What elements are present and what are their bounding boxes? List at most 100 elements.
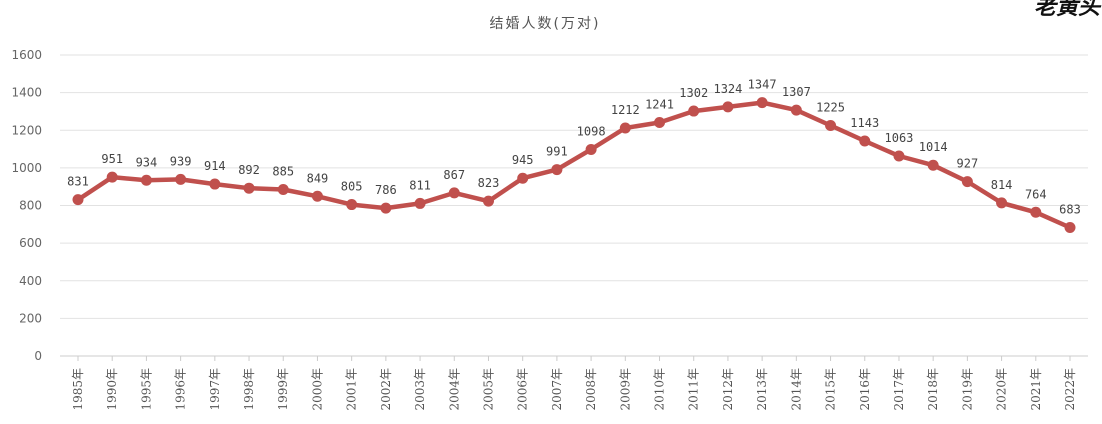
data-point: [1030, 206, 1042, 218]
x-tick-label: 2006年: [516, 368, 530, 411]
data-point: [346, 199, 358, 211]
data-point: [585, 143, 597, 155]
y-tick-label: 1000: [11, 161, 42, 175]
data-point: [414, 197, 426, 209]
data-label: 1241: [645, 98, 674, 112]
x-tick-label: 2001年: [345, 368, 359, 411]
data-point: [790, 104, 802, 116]
data-label: 823: [478, 176, 500, 190]
data-point: [140, 174, 152, 186]
data-point: [961, 176, 973, 188]
data-point: [996, 197, 1008, 209]
data-point: [1064, 222, 1076, 234]
x-tick-label: 1985年: [71, 368, 85, 411]
data-point: [482, 195, 494, 207]
data-label: 914: [204, 159, 226, 173]
y-tick-label: 1600: [11, 48, 42, 62]
x-tick-label: 2004年: [447, 368, 461, 411]
data-label: 683: [1059, 203, 1081, 217]
x-tick-label: 1995年: [139, 368, 153, 411]
x-tick-label: 2011年: [687, 368, 701, 411]
data-point: [893, 150, 905, 162]
x-tick-label: 2016年: [858, 368, 872, 411]
data-label: 831: [67, 175, 89, 189]
data-point: [756, 97, 768, 109]
data-label: 1225: [816, 101, 845, 115]
data-label: 786: [375, 183, 397, 197]
data-point: [722, 101, 734, 113]
data-point: [209, 178, 221, 190]
x-tick-label: 1996年: [174, 368, 188, 411]
data-label: 814: [991, 178, 1013, 192]
gridlines: [60, 54, 1088, 319]
y-tick-label: 1200: [11, 123, 42, 137]
x-tick-label: 2019年: [960, 368, 974, 411]
data-point: [927, 159, 939, 171]
data-point: [551, 164, 563, 176]
data-point: [72, 194, 84, 206]
x-axis: 1985年 1990年 1995年 1996年 1997年 1998年 1999年 2000年…: [60, 355, 1088, 411]
data-point: [106, 171, 118, 183]
x-tick-label: 2020年: [995, 368, 1009, 411]
x-tick-label: 1990年: [105, 368, 119, 411]
x-tick-label: 2002年: [379, 368, 393, 411]
data-label: 945: [512, 153, 534, 167]
data-point: [277, 184, 289, 196]
data-label: 1302: [679, 86, 708, 100]
data-label: 1212: [611, 103, 640, 117]
x-tick-label: 2013年: [755, 368, 769, 411]
data-label: 867: [443, 168, 465, 182]
data-point: [688, 105, 700, 117]
x-tick-label: 2000年: [310, 368, 324, 411]
data-labels: 831 951 934 939 914 892 885 849 805 786 811 867 823 9…: [67, 78, 1081, 217]
data-point: [311, 190, 323, 202]
y-tick-label: 1400: [11, 86, 42, 100]
series-layer: [72, 97, 1076, 234]
data-label: 1324: [713, 82, 742, 96]
data-point: [175, 173, 187, 185]
x-tick-label: 2007年: [550, 368, 564, 411]
data-label: 1098: [577, 124, 606, 138]
x-tick-label: 2021年: [1029, 368, 1043, 411]
data-label: 849: [307, 171, 329, 185]
data-point: [448, 187, 460, 199]
y-tick-label: 600: [19, 236, 42, 250]
x-tick-label: 2022年: [1063, 368, 1077, 411]
x-tick-label: 2015年: [824, 368, 838, 411]
x-tick-label: 2010年: [653, 368, 667, 411]
data-label: 1347: [748, 78, 777, 92]
data-label: 927: [957, 157, 979, 171]
chart-title: 结婚人数(万对): [490, 16, 601, 32]
data-point: [654, 117, 666, 129]
data-label: 991: [546, 145, 568, 159]
x-tick-label: 2008年: [584, 368, 598, 411]
y-tick-label: 400: [19, 274, 42, 288]
data-label: 1014: [919, 140, 948, 154]
x-tick-label: 2009年: [618, 368, 632, 411]
x-tick-label: 2014年: [789, 368, 803, 411]
x-tick-label: 1997年: [208, 368, 222, 411]
x-tick-label: 2003年: [413, 368, 427, 411]
data-label: 1307: [782, 85, 811, 99]
data-point: [517, 172, 529, 184]
data-label: 805: [341, 180, 363, 194]
y-tick-label: 800: [19, 199, 42, 213]
y-axis-tick-labels: 0 200 400 600 800 1000 1200 1400 1600: [11, 48, 42, 363]
data-point: [859, 135, 871, 147]
y-tick-label: 200: [19, 311, 42, 325]
data-point: [243, 182, 255, 194]
x-tick-label: 2005年: [481, 368, 495, 411]
x-tick-label: 2017年: [892, 368, 906, 411]
x-tick-label: 2012年: [721, 368, 735, 411]
data-label: 811: [409, 178, 431, 192]
x-tick-label: 1999年: [276, 368, 290, 411]
data-point: [619, 122, 631, 134]
x-tick-label: 2018年: [926, 368, 940, 411]
data-label: 764: [1025, 187, 1047, 201]
data-label: 939: [170, 154, 192, 168]
data-label: 1143: [850, 116, 879, 130]
y-tick-label: 0: [34, 349, 42, 363]
data-label: 885: [272, 165, 294, 179]
data-point: [380, 202, 392, 214]
